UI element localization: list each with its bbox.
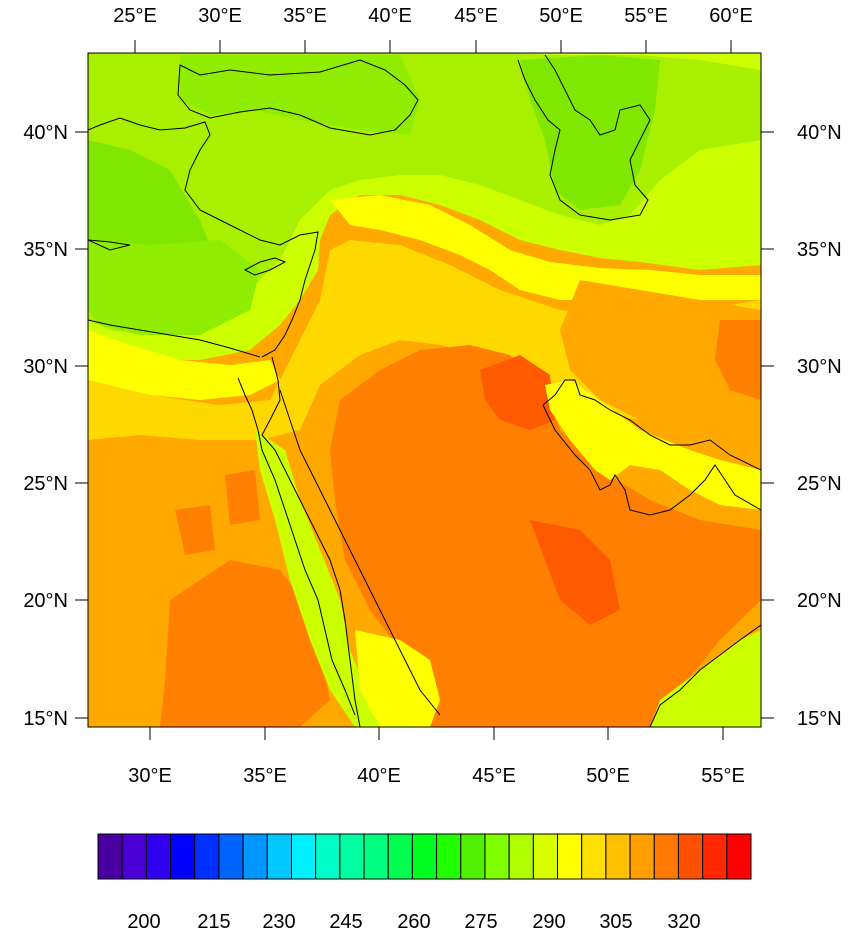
field-yellow-coast [88, 330, 280, 400]
bottom-lon-label: 40°E [357, 765, 401, 787]
colorbar-swatch [629, 833, 655, 880]
field-iran-orange [560, 280, 761, 470]
colorbar-swatch [387, 833, 413, 880]
field-arabian-sea [650, 630, 761, 727]
top-lon-label: 30°E [198, 5, 242, 27]
arabia-redsea-coast [279, 389, 441, 716]
colorbar-label: 275 [464, 911, 497, 931]
right-lat-label: 15°N [797, 708, 842, 730]
colorbar-swatch [290, 833, 317, 880]
colorbar-swatch [121, 833, 147, 880]
colorbar-swatch [677, 833, 704, 880]
field-arabia-redorange-south [530, 520, 620, 625]
right-lat-label: 25°N [797, 473, 842, 495]
right-lat-label: 40°N [797, 122, 842, 144]
field-arabia-redorange-north [480, 355, 555, 430]
field-africa-darkorange-2 [175, 505, 215, 555]
colorbar-swatch [145, 833, 172, 880]
bottom-lon-label: 35°E [243, 765, 287, 787]
colorbar-label: 320 [667, 911, 700, 931]
axis-tick-labels: 25°E 30°E 35°E 40°E 45°E 50°E 55°E 60°E 30°E 35°E… [23, 5, 841, 787]
bottom-lon-label: 45°E [472, 765, 516, 787]
field-blacksea-green [180, 55, 420, 135]
oman-coast [649, 624, 761, 727]
top-lon-label: 40°E [368, 5, 412, 27]
bottom-lon-label: 30°E [128, 765, 172, 787]
colorbar-swatch [557, 833, 583, 880]
axis-ticks [75, 40, 774, 740]
left-lat-label: 15°N [23, 708, 68, 730]
field-yellow-band [330, 195, 761, 300]
bottom-lon-label: 55°E [701, 765, 745, 787]
colorbar-swatch [508, 833, 534, 880]
field-mediterranean-green [88, 240, 260, 335]
colorbar-swatch [726, 833, 752, 880]
top-lon-label: 45°E [454, 5, 498, 27]
colorbar-swatch [653, 833, 679, 880]
colorbar-swatch [218, 833, 244, 880]
colorbar-label: 245 [329, 911, 362, 931]
left-lat-label: 20°N [23, 590, 68, 612]
top-lon-label: 35°E [283, 5, 327, 27]
colorbar-swatch [484, 833, 510, 880]
red-sea-west-coast [237, 377, 356, 716]
bottom-lon-label: 50°E [586, 765, 630, 787]
turkey-south-coast [88, 117, 319, 251]
sinai-redsea-coast [261, 356, 361, 727]
colorbar-swatch [266, 833, 292, 880]
top-lon-label: 60°E [709, 5, 753, 27]
colorbar-labels: 200 215 230 245 260 275 290 305 320 [127, 911, 700, 931]
left-lat-label: 40°N [23, 122, 68, 144]
egypt-coast [88, 319, 261, 358]
colorbar-swatch [339, 833, 365, 880]
field-caspian-green [520, 55, 660, 210]
colorbar-swatch [194, 833, 220, 880]
colorbar-swatch [97, 833, 123, 880]
colorbar-label: 305 [599, 911, 632, 931]
field-south-yellow [355, 630, 440, 727]
blacksea-coast [177, 59, 419, 136]
caspian-coast [517, 54, 651, 221]
colorbar-swatch [702, 833, 728, 880]
field-africa-darkorange-3 [225, 470, 260, 525]
temperature-field [88, 53, 761, 727]
colorbar-label: 215 [197, 911, 230, 931]
colorbar-label: 260 [397, 911, 430, 931]
levant-coast [261, 249, 316, 358]
colorbar-swatch [170, 833, 196, 880]
colorbar-swatch [436, 833, 462, 880]
map-frame [87, 52, 762, 728]
field-iran-darkorange [715, 320, 761, 400]
colorbar-swatch [315, 833, 341, 880]
coastlines [88, 54, 761, 727]
left-lat-label: 25°N [23, 473, 68, 495]
left-lat-label: 35°N [23, 239, 68, 261]
top-lon-label: 55°E [624, 5, 668, 27]
colorbar-swatch [581, 833, 607, 880]
field-africa-darkorange [160, 560, 330, 727]
cyprus [243, 257, 287, 276]
colorbar-swatch [411, 833, 438, 880]
colorbar-swatch [532, 833, 559, 880]
left-lat-label: 30°N [23, 356, 68, 378]
right-lat-label: 20°N [797, 590, 842, 612]
colorbar [97, 833, 752, 880]
colorbar-swatch [460, 833, 486, 880]
right-lat-label: 35°N [797, 239, 842, 261]
colorbar-label: 290 [532, 911, 565, 931]
arabia-gulf-coast [542, 404, 761, 516]
top-lon-label: 25°E [113, 5, 157, 27]
right-lat-label: 30°N [797, 356, 842, 378]
persian-gulf-coast [542, 379, 761, 471]
field-redsea [255, 430, 385, 727]
colorbar-swatch [363, 833, 389, 880]
top-lon-label: 50°E [539, 5, 583, 27]
crete [88, 239, 131, 251]
colorbar-swatch [605, 833, 631, 880]
colorbar-label: 200 [127, 911, 160, 931]
colorbar-swatch [242, 833, 268, 880]
colorbar-label: 230 [262, 911, 295, 931]
